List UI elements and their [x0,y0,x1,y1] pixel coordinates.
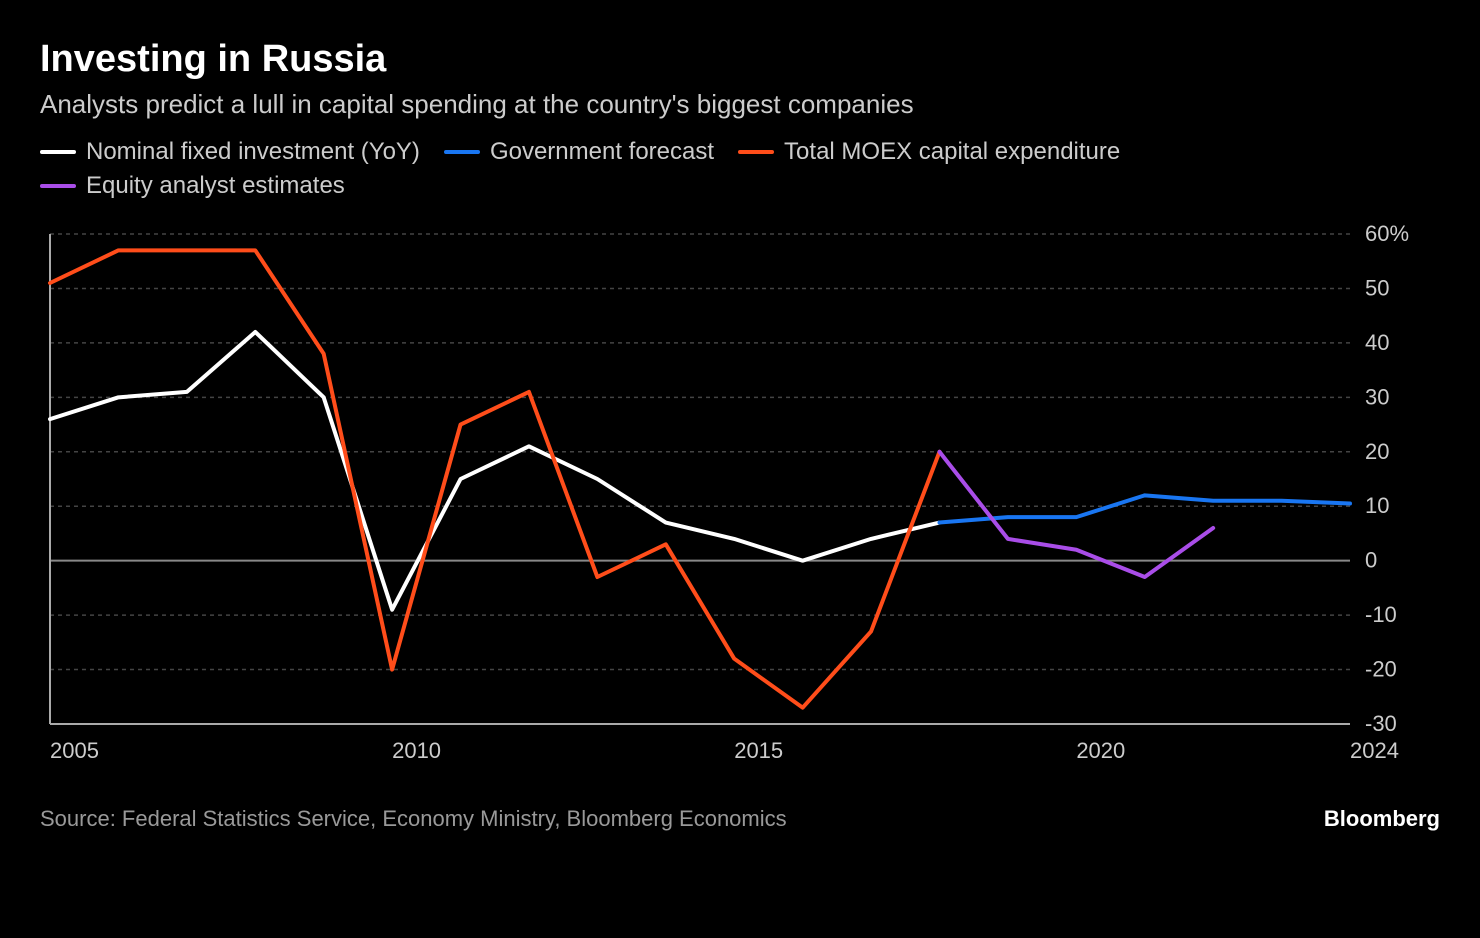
chart-legend: Nominal fixed investment (YoY) Government… [40,138,1440,206]
y-axis-label: 10 [1365,493,1389,518]
legend-item: Nominal fixed investment (YoY) [40,138,420,166]
legend-swatch [738,150,774,154]
legend-item: Government forecast [444,138,714,166]
series-line [939,452,1213,577]
source-text: Source: Federal Statistics Service, Econ… [40,806,787,832]
y-axis-label: 30 [1365,384,1389,409]
x-axis-label: 2015 [734,738,783,763]
series-line [939,495,1350,522]
y-axis-label: 0 [1365,548,1377,573]
y-axis-label: -30 [1365,711,1397,736]
legend-label: Equity analyst estimates [86,172,345,200]
chart-subtitle: Analysts predict a lull in capital spend… [40,89,1440,120]
y-axis-label: -20 [1365,657,1397,682]
brand-logo: Bloomberg [1324,806,1440,832]
x-axis-label: 2020 [1076,738,1125,763]
x-axis-label: 2010 [392,738,441,763]
series-line [50,332,939,610]
legend-item: Equity analyst estimates [40,172,345,200]
legend-label: Government forecast [490,138,714,166]
x-axis-label: 2005 [50,738,99,763]
legend-swatch [40,184,76,188]
chart-container: Investing in Russia Analysts predict a l… [0,0,1480,938]
legend-label: Total MOEX capital expenditure [784,138,1120,166]
legend-item: Total MOEX capital expenditure [738,138,1120,166]
y-axis-label: 50 [1365,275,1389,300]
chart-title: Investing in Russia [40,38,1440,81]
legend-swatch [40,150,76,154]
y-axis-label: 40 [1365,330,1389,355]
y-axis-label: 60% [1365,224,1409,246]
series-line [50,250,939,707]
chart-footer: Source: Federal Statistics Service, Econ… [40,806,1440,832]
chart-svg: -30 -20 -10 0 10 20 30 40 50 60% 2005 2010 2015 2020 2… [40,224,1440,784]
chart-plot-area: -30 -20 -10 0 10 20 30 40 50 60% 2005 2010 2015 2020 2… [40,224,1440,784]
legend-swatch [444,150,480,154]
legend-label: Nominal fixed investment (YoY) [86,138,420,166]
x-axis-label: 2024 [1350,738,1399,763]
y-axis-label: -10 [1365,602,1397,627]
y-axis-label: 20 [1365,439,1389,464]
